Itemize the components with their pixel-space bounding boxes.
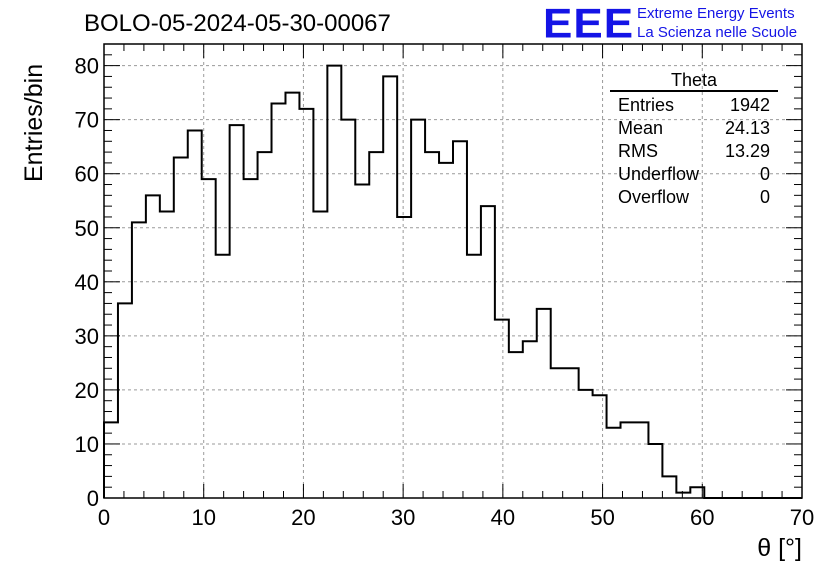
x-tick-label: 20 xyxy=(291,505,315,530)
stats-label: Underflow xyxy=(618,164,700,184)
y-tick-label: 50 xyxy=(75,216,99,241)
plot-frame xyxy=(103,43,803,499)
stats-label: Entries xyxy=(618,95,675,115)
histogram-line xyxy=(103,64,802,499)
logo-caption-line1: Extreme Energy Events xyxy=(637,5,795,22)
x-tick-label: 0 xyxy=(98,505,110,530)
stats-label: Mean xyxy=(618,118,664,138)
y-tick-label: 40 xyxy=(75,270,99,295)
x-axis-label: θ [°] xyxy=(757,534,802,562)
stats-value: 0 xyxy=(759,187,770,207)
y-axis-label: Entries/bin xyxy=(20,63,48,182)
x-tick-label: 60 xyxy=(690,505,714,530)
x-tick-label: 40 xyxy=(491,505,515,530)
logo-caption-line2: La Scienza nelle Scuole xyxy=(637,24,798,41)
y-tick-label: 30 xyxy=(75,324,99,349)
eee-logo: EEE xyxy=(543,0,635,47)
chart-title: BOLO-05-2024-05-30-00067 xyxy=(84,10,391,37)
stats-title: Theta xyxy=(610,70,778,92)
stats-box: Theta Entries 1942 Mean 24.13 RMS 13.29 … xyxy=(610,70,778,209)
stats-value: 13.29 xyxy=(724,141,770,161)
stats-row-entries: Entries 1942 xyxy=(610,94,778,117)
y-tick-label: 20 xyxy=(75,378,99,403)
stats-row-overflow: Overflow 0 xyxy=(610,186,778,209)
x-tick-label: 10 xyxy=(191,505,215,530)
x-tick-label: 30 xyxy=(391,505,415,530)
y-tick-label: 80 xyxy=(75,54,99,79)
logo-caption: Extreme Energy Events La Scienza nelle S… xyxy=(637,4,797,42)
stats-label: Overflow xyxy=(618,187,690,207)
stats-row-underflow: Underflow 0 xyxy=(610,163,778,186)
y-tick-label: 60 xyxy=(75,162,99,187)
stats-value: 24.13 xyxy=(724,118,770,138)
y-tick-label: 70 xyxy=(75,108,99,133)
x-tick-label: 50 xyxy=(590,505,614,530)
stats-value: 0 xyxy=(759,164,770,184)
stats-value: 1942 xyxy=(729,95,770,115)
y-tick-label: 10 xyxy=(75,432,99,457)
stats-row-rms: RMS 13.29 xyxy=(610,140,778,163)
stats-label: RMS xyxy=(618,141,658,161)
y-tick-label: 0 xyxy=(87,486,99,511)
x-tick-label: 70 xyxy=(790,505,814,530)
stats-row-mean: Mean 24.13 xyxy=(610,117,778,140)
